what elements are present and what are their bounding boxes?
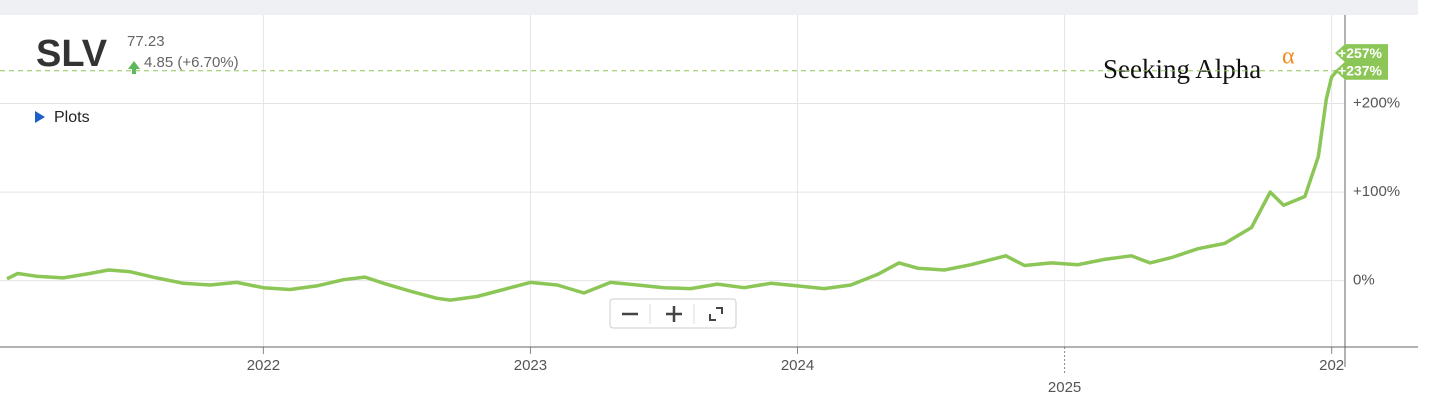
x-tick-label: 2025 xyxy=(1048,379,1081,396)
x-tick-label: 2024 xyxy=(781,357,814,374)
fullscreen[interactable] xyxy=(709,307,723,321)
plots-toggle[interactable] xyxy=(35,111,45,123)
header-box xyxy=(22,22,262,102)
zoom-in[interactable] xyxy=(666,306,682,322)
ticker: SLV xyxy=(36,33,108,75)
price-line xyxy=(6,69,1339,302)
top-strip xyxy=(0,0,1431,15)
badge-label: +237% xyxy=(1338,62,1383,78)
y-tick-label: 0% xyxy=(1353,272,1375,289)
value-badge xyxy=(1335,44,1388,63)
up-arrow xyxy=(128,61,140,74)
zoom-controls xyxy=(609,298,737,329)
y-tick-label: +100% xyxy=(1353,183,1400,200)
x-tick-label: 202 xyxy=(1319,357,1344,374)
brand: Seeking Alpha xyxy=(1103,54,1261,84)
change: 4.85 (+6.70%) xyxy=(144,54,239,71)
plots-label[interactable]: Plots xyxy=(54,109,90,126)
x-tick-label: 2022 xyxy=(247,357,280,374)
x-tick-label: 2023 xyxy=(514,357,547,374)
y-tick-label: +200% xyxy=(1353,95,1400,112)
brand-mark: α xyxy=(1282,44,1295,70)
value-badge xyxy=(1335,61,1388,80)
price: 77.23 xyxy=(127,33,165,50)
right-margin xyxy=(1418,0,1431,403)
badge-label: +257% xyxy=(1338,45,1383,61)
